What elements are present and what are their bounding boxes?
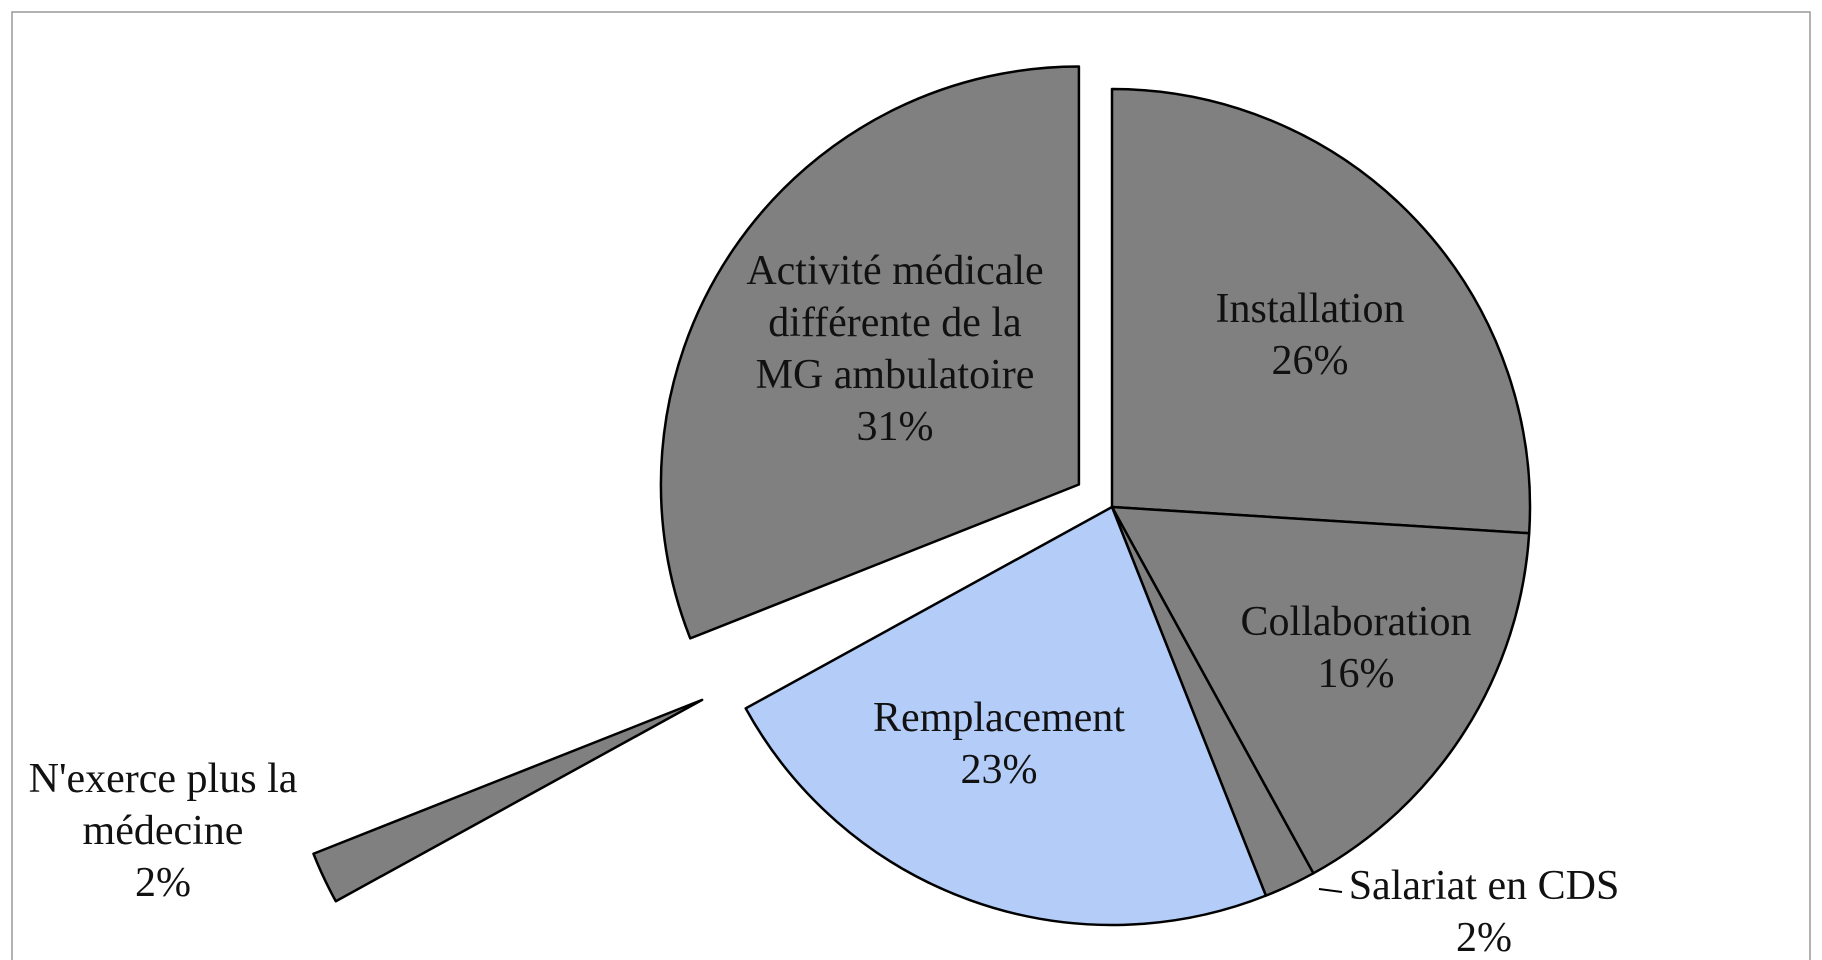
slice-label: Installation 26% [1160, 283, 1460, 387]
pie-slice [744, 505, 1268, 927]
pie-slice [312, 698, 704, 903]
leader-line [1318, 888, 1343, 893]
slice-label: N'exerce plus la médecine 2% [13, 753, 313, 909]
slice-label: Salariat en CDS 2% [1314, 860, 1654, 960]
category-label: Remplacement [873, 695, 1125, 741]
slice-label: Activité médicale différente de la MG am… [730, 245, 1060, 453]
value-label: 2% [135, 860, 191, 906]
category-label: N'exerce plus la médecine [28, 756, 298, 854]
category-label: Activité médicale différente de la MG am… [746, 248, 1044, 398]
value-label: 16% [1317, 651, 1395, 697]
category-label: Salariat en CDS [1348, 863, 1620, 909]
value-label: 23% [960, 747, 1038, 793]
slice-label: Remplacement 23% [839, 692, 1159, 796]
value-label: 31% [856, 404, 934, 450]
category-label: Collaboration [1240, 599, 1472, 645]
slice-label: Collaboration 16% [1196, 596, 1516, 700]
category-label: Installation [1215, 286, 1405, 332]
pie-slice [659, 65, 1081, 640]
pie-slice [1110, 505, 1531, 875]
value-label: 26% [1271, 338, 1349, 384]
frame [11, 11, 1811, 960]
pie-slice [1110, 87, 1532, 535]
value-label: 2% [1456, 915, 1512, 960]
